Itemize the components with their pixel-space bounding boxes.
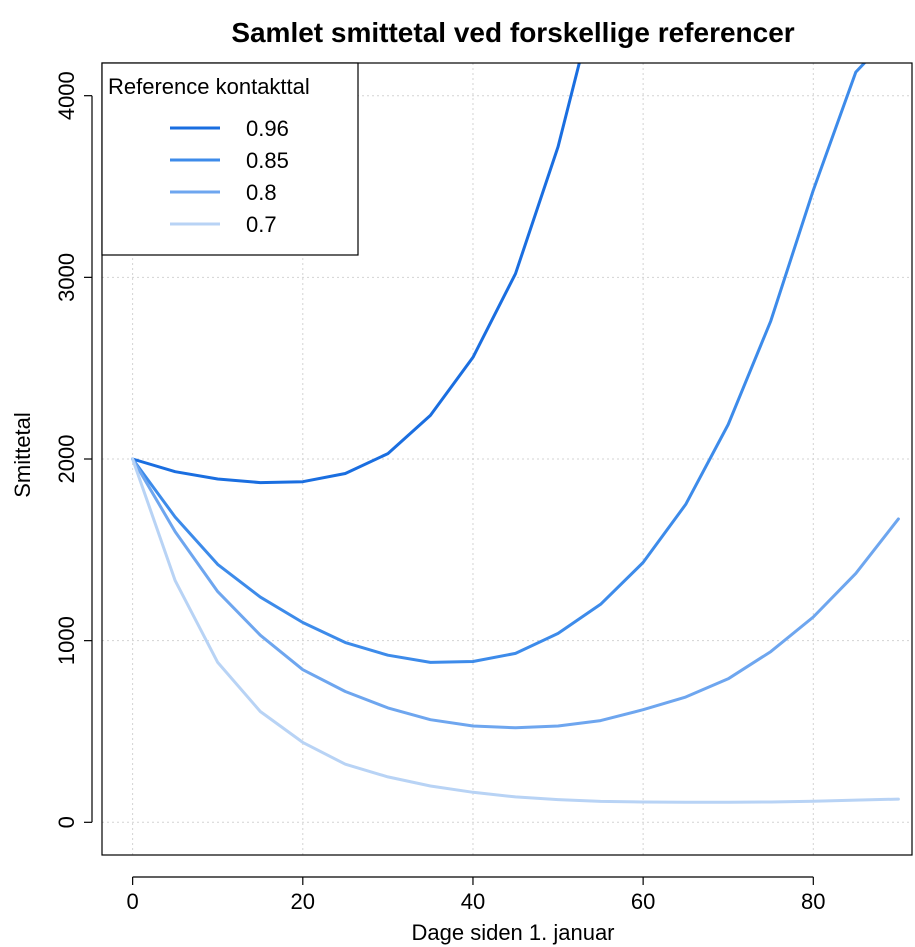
legend-label: 0.8 — [246, 180, 277, 205]
legend-label: 0.7 — [246, 212, 277, 237]
series-line-0.7 — [131, 457, 900, 804]
y-axis-label: Smittetal — [10, 412, 35, 498]
legend: Reference kontakttal 0.96 0.85 0.8 0.7 — [101, 62, 359, 256]
series-lines — [131, 63, 900, 804]
y-axis: 0 1000 2000 3000 4000 — [54, 71, 93, 828]
x-tick-label: 80 — [801, 889, 825, 914]
plot-frame — [101, 62, 913, 856]
y-tick-label: 0 — [54, 816, 79, 828]
x-tick-label: 20 — [291, 889, 315, 914]
legend-label: 0.85 — [246, 148, 289, 173]
x-tick-label: 40 — [461, 889, 485, 914]
legend-label: 0.96 — [246, 116, 289, 141]
x-axis: 0 20 40 60 80 — [127, 876, 826, 914]
legend-box — [101, 62, 359, 256]
x-tick-label: 0 — [127, 889, 139, 914]
x-axis-label: Dage siden 1. januar — [411, 920, 614, 945]
x-tick-label: 60 — [631, 889, 655, 914]
series-line-0.96 — [131, 63, 581, 485]
chart-title: Samlet smittetal ved forskellige referen… — [231, 17, 794, 48]
y-tick-label: 3000 — [54, 253, 79, 302]
series-line-0.85 — [131, 63, 866, 664]
y-tick-label: 4000 — [54, 71, 79, 120]
y-tick-label: 1000 — [54, 616, 79, 665]
y-tick-label: 2000 — [54, 435, 79, 484]
series-line-0.8 — [131, 457, 900, 730]
legend-title: Reference kontakttal — [108, 74, 310, 99]
